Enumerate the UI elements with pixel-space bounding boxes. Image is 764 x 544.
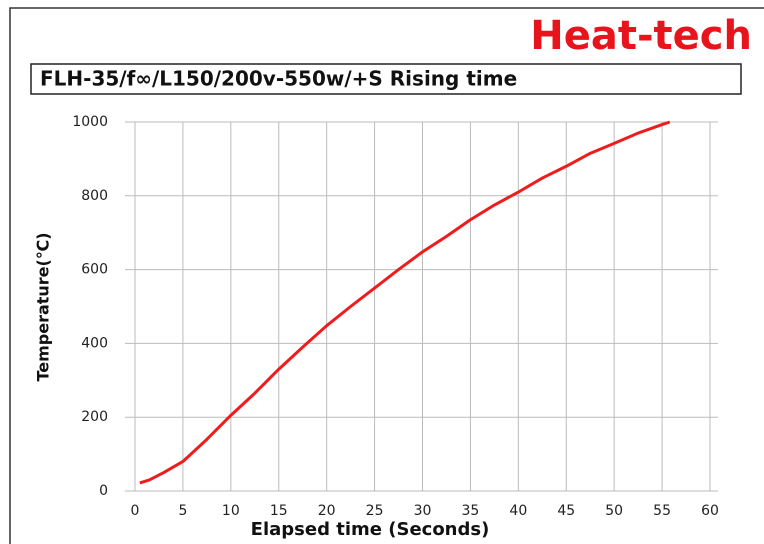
x-tick-label: 50: [605, 503, 623, 519]
data-line: [139, 120, 671, 485]
x-tick-label: 35: [462, 503, 480, 519]
title-box: [30, 63, 742, 95]
x-tick-label: 40: [509, 503, 527, 519]
x-tick-label: 5: [178, 503, 187, 519]
y-tick-label: 1000: [72, 114, 108, 130]
x-tick-label: 20: [318, 503, 336, 519]
y-tick-label: 800: [81, 188, 108, 204]
brand: Heat-tech: [530, 13, 752, 59]
frame: [9, 7, 764, 544]
y-tick-label: 0: [99, 483, 108, 499]
x-tick-label: 10: [222, 503, 240, 519]
x-tick-label: 30: [414, 503, 432, 519]
chart-title: FLH-35/f∞/L150/200v-550w/+S Rising time: [40, 67, 517, 91]
x-tick-label: 0: [131, 503, 140, 519]
x-tick-label: 15: [270, 503, 288, 519]
y-axis-label: Temperature(℃): [34, 232, 53, 381]
y-tick-label: 200: [81, 409, 108, 425]
x-tick-label: 25: [366, 503, 384, 519]
x-tick-label: 60: [701, 503, 719, 519]
x-tick-label: 45: [557, 503, 575, 519]
y-tick-label: 400: [81, 335, 108, 351]
x-tick-label: 55: [653, 503, 671, 519]
y-tick-label: 600: [81, 262, 108, 278]
x-axis-label: Elapsed time (Seconds): [251, 519, 490, 540]
